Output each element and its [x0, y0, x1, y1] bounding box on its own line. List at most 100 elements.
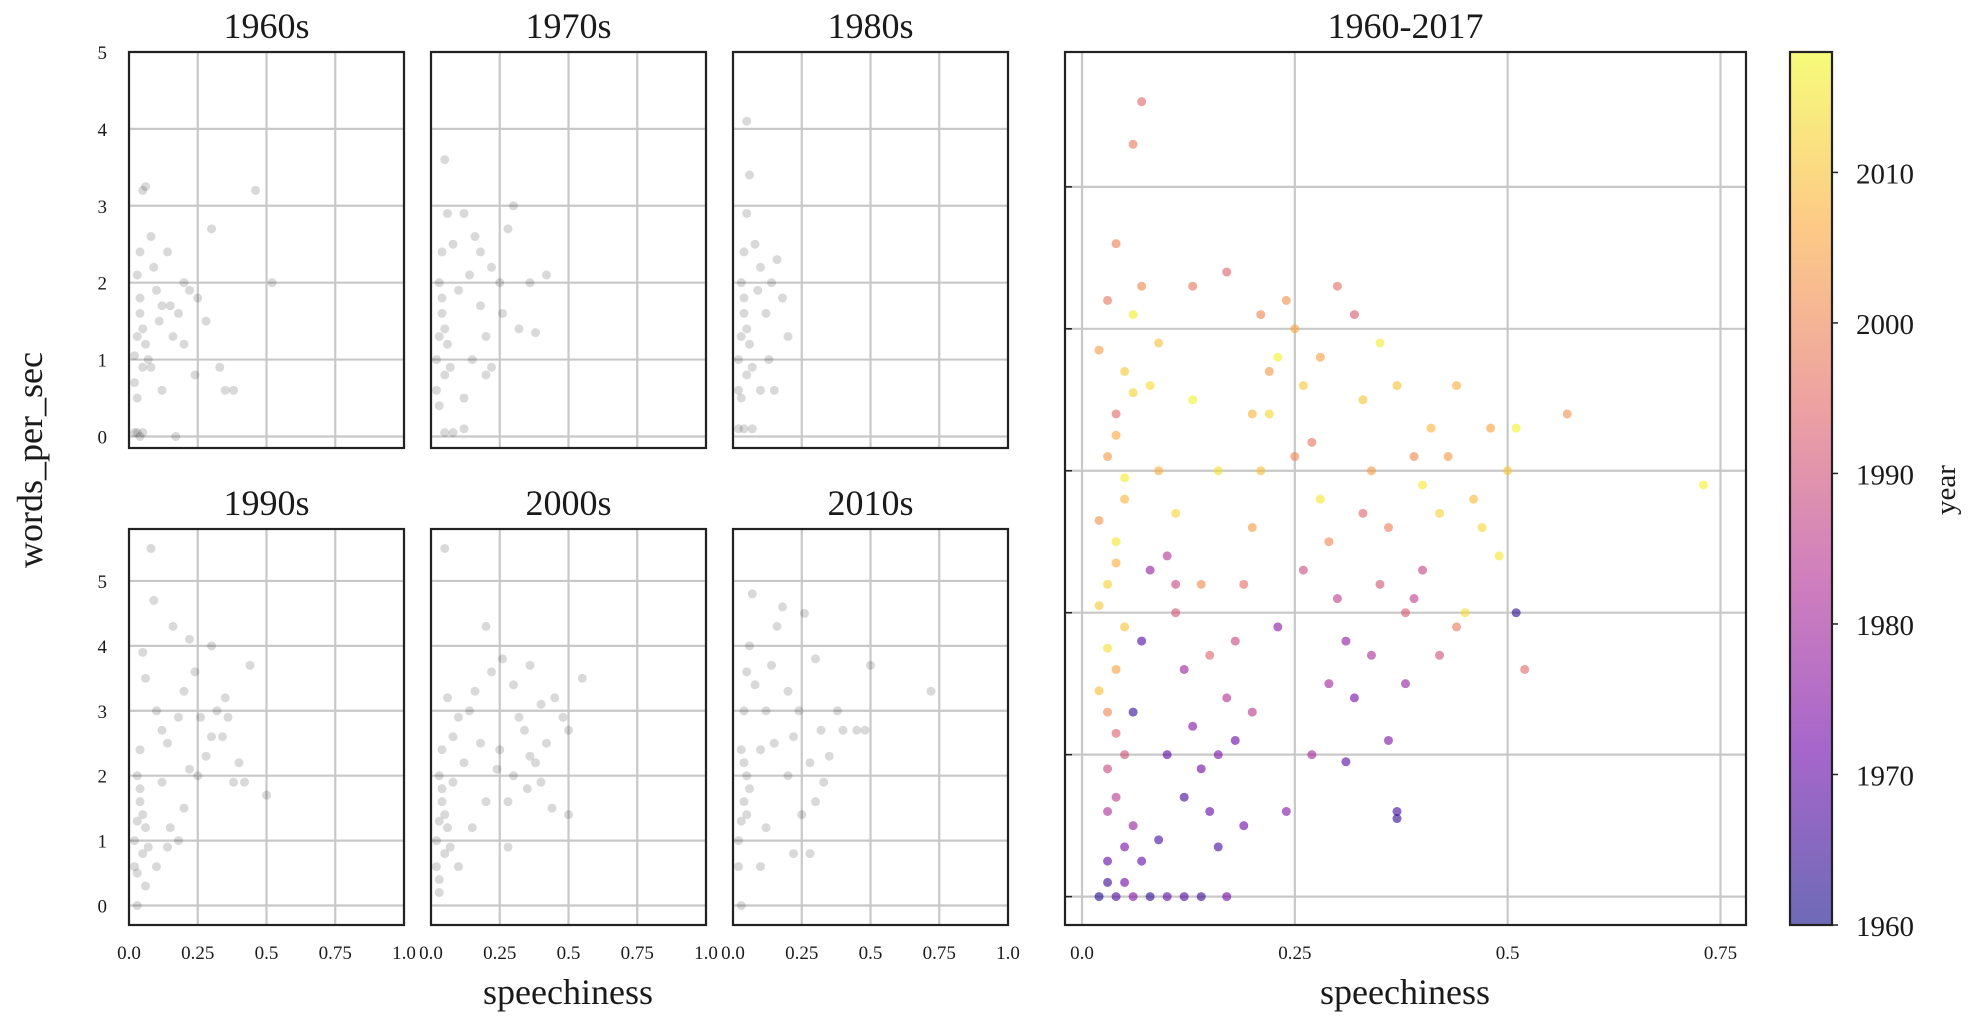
data-point — [734, 862, 743, 872]
data-point — [135, 308, 145, 318]
data-point — [132, 270, 142, 280]
data-point — [1094, 686, 1104, 696]
panel-5: 2000s 0.0 0.25 0.5 0.75 1.0 — [419, 483, 718, 964]
data-point — [525, 278, 535, 288]
data-point — [141, 339, 150, 349]
data-point — [432, 836, 441, 846]
data-point — [1401, 679, 1410, 689]
data-point — [577, 673, 587, 683]
data-point — [141, 881, 150, 891]
data-point — [1094, 345, 1104, 355]
data-point — [1111, 892, 1121, 902]
data-point — [1222, 892, 1232, 902]
data-point — [1341, 636, 1351, 646]
data-point — [1120, 622, 1130, 632]
data-point — [476, 738, 485, 748]
data-point — [146, 543, 156, 553]
data-point — [756, 262, 765, 272]
y-tick-label: 4 — [98, 637, 108, 658]
data-point — [146, 362, 156, 372]
data-point — [149, 595, 159, 605]
data-point — [445, 362, 455, 372]
data-point — [141, 823, 150, 833]
data-point — [1205, 806, 1215, 816]
data-point — [742, 771, 752, 781]
y-tick-label: 1 — [98, 832, 108, 853]
data-point — [1256, 466, 1266, 476]
data-point — [1222, 267, 1232, 277]
panel-title: 2000s — [525, 483, 611, 523]
data-point — [745, 339, 754, 349]
data-point — [440, 370, 450, 380]
data-point — [495, 278, 505, 288]
axes-frame — [429, 50, 708, 450]
data-point — [536, 699, 546, 709]
data-point — [1392, 814, 1402, 824]
data-point — [454, 285, 463, 295]
data-point — [1383, 735, 1393, 745]
data-point — [138, 849, 148, 859]
data-point — [179, 686, 189, 696]
data-point — [437, 797, 447, 807]
data-point — [185, 634, 194, 644]
data-point — [440, 810, 450, 820]
data-point — [1383, 523, 1393, 533]
data-point — [201, 316, 211, 326]
data-point — [1392, 806, 1402, 816]
data-point — [531, 328, 540, 338]
data-point — [132, 332, 142, 342]
data-point — [1239, 579, 1249, 589]
data-point — [465, 270, 474, 280]
data-point — [542, 738, 551, 748]
data-point — [1418, 480, 1428, 490]
data-point — [1239, 821, 1249, 831]
data-point — [448, 777, 458, 787]
data-point — [487, 362, 496, 372]
data-point — [1520, 664, 1530, 674]
data-point — [1562, 409, 1572, 419]
data-point — [926, 686, 936, 696]
data-point — [1213, 842, 1223, 852]
data-point — [503, 224, 513, 234]
data-point — [767, 660, 776, 670]
data-point — [459, 758, 469, 768]
data-point — [1358, 508, 1368, 518]
data-point — [201, 751, 211, 761]
data-point — [1128, 388, 1138, 398]
data-point — [564, 725, 573, 735]
data-point — [437, 784, 447, 794]
data-point — [1443, 452, 1453, 462]
data-point — [742, 667, 752, 677]
data-point — [1426, 423, 1436, 433]
data-point — [454, 712, 463, 722]
data-point — [1435, 650, 1445, 660]
data-point — [747, 362, 757, 372]
data-point — [240, 777, 249, 787]
colorbar-tick-label: 2000 — [1856, 309, 1914, 341]
data-point — [514, 712, 524, 722]
y-tick-label: 4 — [98, 120, 108, 141]
data-point — [736, 901, 746, 911]
data-point — [1128, 139, 1138, 149]
data-point — [761, 308, 771, 318]
data-point — [434, 401, 444, 411]
data-point — [1281, 295, 1291, 305]
data-point — [772, 621, 782, 631]
data-point — [742, 810, 752, 820]
data-point — [778, 293, 787, 303]
data-point — [443, 823, 452, 833]
data-point — [1128, 707, 1138, 717]
y-tick-label: 2 — [98, 767, 108, 788]
data-point — [564, 810, 573, 820]
data-point — [739, 247, 749, 257]
data-point — [1196, 579, 1206, 589]
data-point — [215, 362, 225, 372]
data-point — [1103, 295, 1113, 305]
data-point — [1298, 565, 1308, 575]
data-point — [467, 823, 477, 833]
data-point — [1120, 842, 1130, 852]
data-point — [1179, 892, 1189, 902]
data-point — [794, 706, 804, 716]
data-point — [1111, 792, 1121, 802]
data-point — [866, 660, 875, 670]
